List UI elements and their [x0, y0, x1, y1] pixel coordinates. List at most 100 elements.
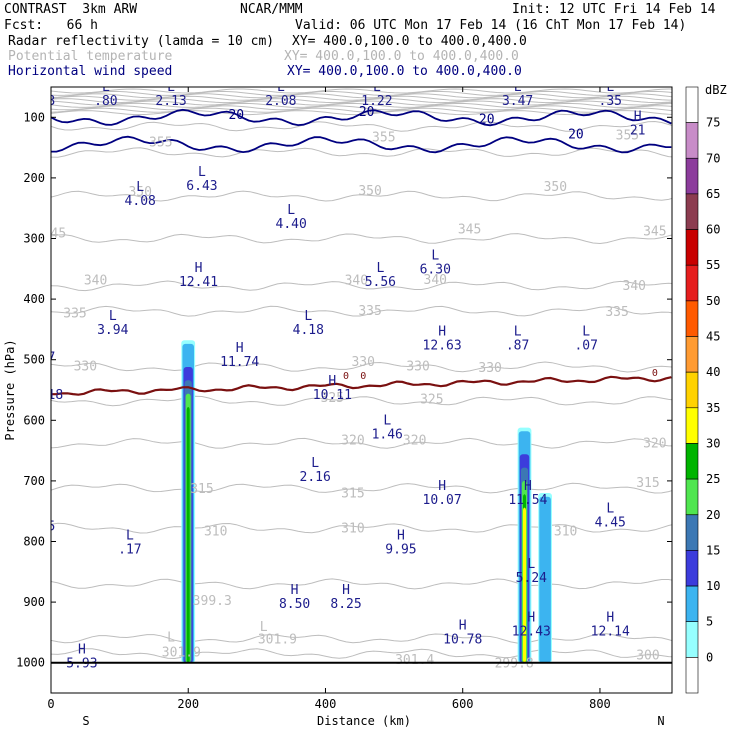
colorbar-swatch	[685, 158, 699, 195]
theta-contour-label: 315	[636, 476, 659, 491]
zero-isotherm-label: 0	[652, 368, 658, 379]
theta-contour-label: 315	[190, 482, 213, 497]
extremum-marker: H	[78, 643, 86, 658]
extremum-marker: L	[287, 203, 295, 218]
extremum-marker: L	[167, 80, 175, 95]
colorbar-tick-label: 60	[706, 223, 720, 237]
colorbar-tick-label: 20	[706, 508, 720, 522]
colorbar-swatch	[685, 657, 699, 694]
y-tick-label: 100	[23, 110, 45, 124]
zero-isotherm-label: 0	[360, 371, 366, 382]
extremum-marker: L	[383, 413, 391, 428]
extremum-value: 12.43	[512, 624, 551, 639]
wind-contour	[51, 135, 672, 154]
field-theta-label: Potential temperature	[8, 49, 173, 64]
colorbar-tick-label: 0	[706, 650, 713, 664]
extremum-marker: L	[582, 324, 590, 339]
extremum-value: 11.54	[508, 493, 547, 508]
theta-contour-label: 355	[616, 129, 639, 144]
extremum-marker: L	[304, 309, 312, 324]
plot-frame	[50, 86, 673, 694]
colorbar-tick-label: 15	[706, 543, 720, 557]
extremum-value: 3.47	[502, 94, 533, 109]
colorbar-tick-label: 55	[706, 258, 720, 272]
wind-contour-label: 20	[359, 105, 375, 120]
extremum-marker: L	[514, 80, 522, 95]
extremum-value: 63	[40, 94, 56, 109]
theta-contour-label: 335	[358, 304, 381, 319]
colorbar-unit: dBZ	[705, 83, 727, 97]
colorbar-swatch	[685, 336, 699, 373]
extremum-value: .35	[599, 94, 622, 109]
theta-contour-label: 330	[478, 361, 501, 376]
extremum-value: 4.08	[125, 194, 156, 209]
colorbar-swatch	[685, 86, 699, 123]
y-tick-label: 600	[23, 413, 45, 427]
colorbar-swatch	[685, 443, 699, 480]
y-tick-label: 500	[23, 353, 45, 367]
y-tick-label: 400	[23, 292, 45, 306]
colorbar-swatch	[685, 229, 699, 266]
extremum-value: 10.78	[443, 632, 482, 647]
theta-contour	[51, 395, 672, 407]
colorbar-tick-label: 40	[706, 365, 720, 379]
extremum-marker: H	[438, 479, 446, 494]
theta-contour	[51, 105, 672, 111]
colorbar-tick-label: 30	[706, 436, 720, 450]
y-tick-label: 900	[23, 595, 45, 609]
zero-isotherm-label: 0	[343, 371, 349, 382]
extremum-marker: L	[376, 261, 384, 276]
zero-isotherm-line	[51, 375, 672, 396]
colorbar-swatch	[685, 264, 699, 302]
y-tick-label: 200	[23, 171, 45, 185]
theta-contour	[51, 482, 672, 494]
extremum-value: 6.43	[186, 179, 217, 194]
init-time: Init: 12 UTC Fri 14 Feb 14	[512, 2, 716, 17]
extremum-value: 4.45	[595, 515, 626, 530]
theta-contour-label: 350	[358, 184, 381, 199]
extremum-marker: L	[44, 337, 52, 352]
reflectivity-cell	[539, 496, 551, 663]
org-label: NCAR/MMM	[240, 2, 303, 17]
theta-contour-label: 345	[43, 226, 66, 241]
theta-contour-label: 310	[554, 524, 577, 539]
extremum-marker: H	[342, 583, 350, 598]
extremum-value: .87	[506, 338, 529, 353]
theta-contour-label: 335	[63, 306, 86, 321]
extremum-value: .17	[118, 543, 141, 558]
extremum-value: 3.18	[32, 388, 63, 403]
y-tick-label: 1000	[16, 656, 45, 670]
theta-contour	[51, 102, 672, 108]
x-tick-label: 600	[452, 697, 474, 711]
theta-contour	[51, 90, 672, 96]
theta-contour	[51, 633, 672, 644]
theta-contour	[51, 88, 672, 94]
extremum-value: .07	[574, 338, 597, 353]
field-reflectivity-label: Radar reflectivity (lamda = 10 cm)	[8, 34, 275, 49]
reflectivity-cell	[186, 407, 190, 663]
extremum-marker: H	[397, 529, 405, 544]
field-theta-xy: XY= 400.0,100.0 to 400.0,400.0	[284, 49, 519, 64]
theta-contour	[51, 93, 672, 99]
theta-contour-label: 325	[321, 391, 344, 406]
theta-contour-label: 345	[458, 223, 481, 238]
extremum-marker: L	[527, 557, 535, 572]
extremum-marker: H	[524, 479, 532, 494]
x-tick-label: 0	[47, 697, 54, 711]
extremum-marker: L	[126, 529, 134, 544]
theta-contour-label: L	[260, 620, 268, 635]
x-tick-label: 800	[589, 697, 611, 711]
theta-contour-label: 310	[204, 524, 227, 539]
x-axis-label: Distance (km)	[317, 714, 411, 728]
theta-contour-label: 301.4	[395, 653, 434, 668]
extremum-marker: L	[198, 165, 206, 180]
colorbar-swatch	[685, 407, 699, 444]
theta-contour	[51, 361, 672, 373]
extremum-marker: L	[44, 506, 52, 521]
y-tick-label: 800	[23, 535, 45, 549]
extremum-value: 1.46	[372, 427, 403, 442]
wind-contour	[51, 108, 672, 127]
